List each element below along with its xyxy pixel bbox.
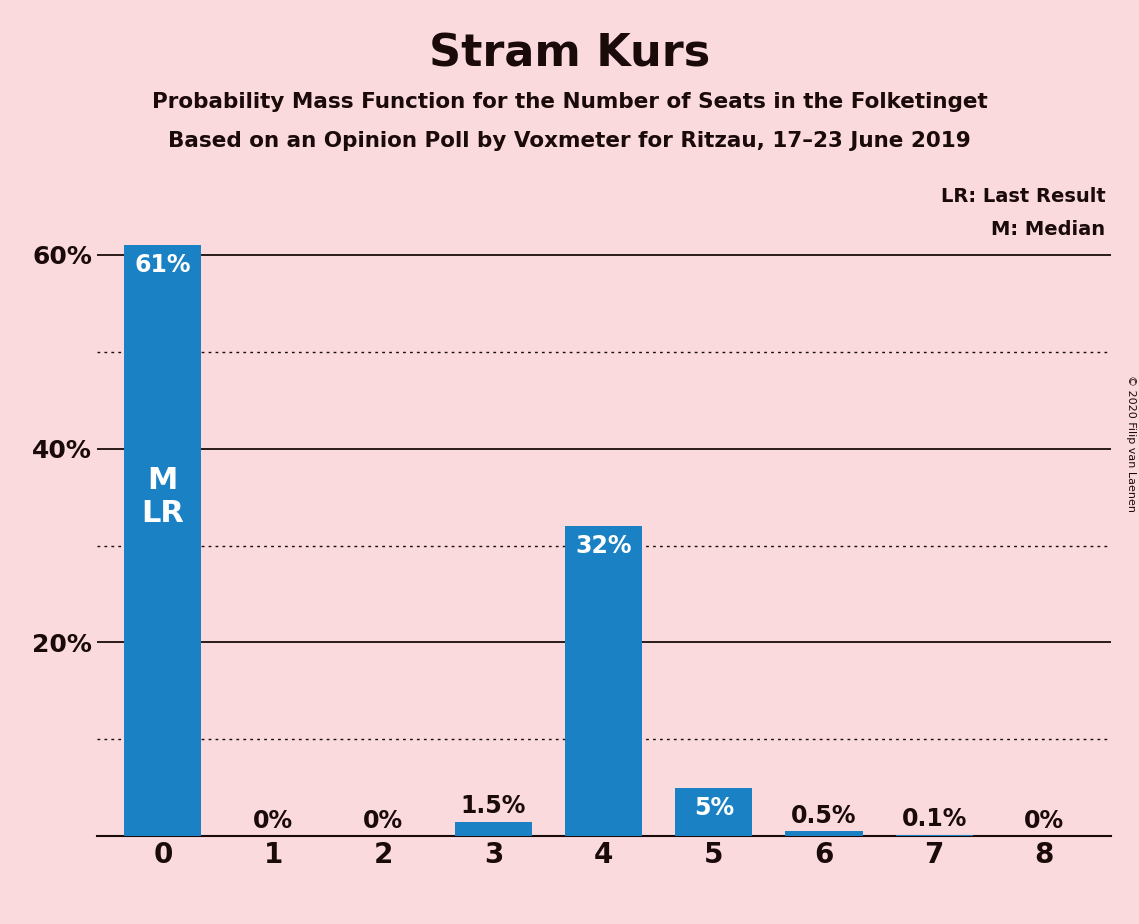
Text: 0.5%: 0.5% [792, 804, 857, 828]
Text: 1.5%: 1.5% [461, 794, 526, 818]
Bar [454, 821, 532, 836]
Text: 0%: 0% [253, 809, 293, 833]
Text: M: Median: M: Median [991, 220, 1106, 239]
Text: 5%: 5% [694, 796, 734, 820]
Text: 32%: 32% [575, 534, 632, 558]
Text: Based on an Opinion Poll by Voxmeter for Ritzau, 17–23 June 2019: Based on an Opinion Poll by Voxmeter for… [169, 131, 970, 152]
Text: 0%: 0% [1024, 809, 1065, 833]
Bar [895, 835, 973, 836]
Text: LR: Last Result: LR: Last Result [941, 188, 1106, 206]
Text: 0.1%: 0.1% [902, 808, 967, 832]
Text: M
LR: M LR [141, 466, 185, 529]
Text: © 2020 Filip van Laenen: © 2020 Filip van Laenen [1126, 375, 1136, 512]
Text: 61%: 61% [134, 253, 191, 277]
Bar [786, 832, 862, 836]
Text: Probability Mass Function for the Number of Seats in the Folketinget: Probability Mass Function for the Number… [151, 92, 988, 113]
Bar [124, 245, 202, 836]
Text: 0%: 0% [363, 809, 403, 833]
Bar [565, 526, 642, 836]
Bar [675, 788, 753, 836]
Text: Stram Kurs: Stram Kurs [429, 32, 710, 76]
